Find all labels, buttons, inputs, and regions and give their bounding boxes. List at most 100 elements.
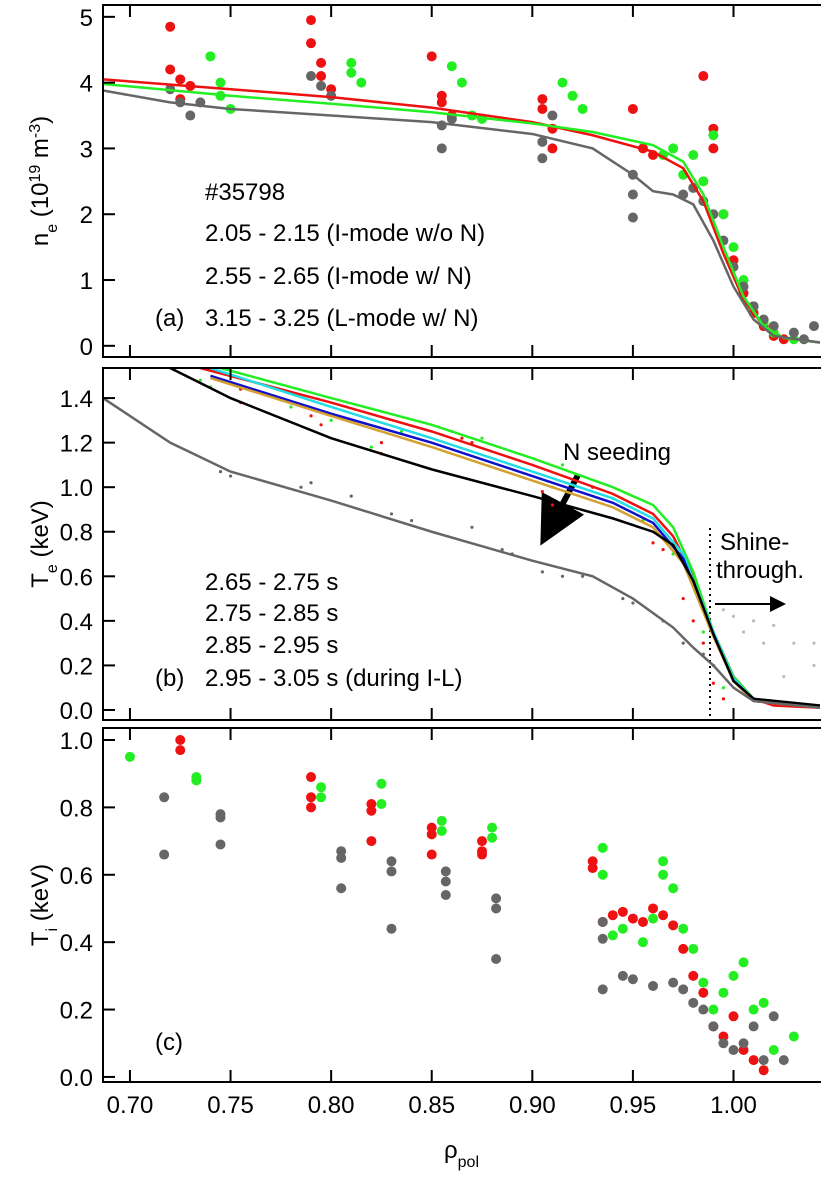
- data-point: [778, 1055, 789, 1066]
- data-point: [491, 954, 502, 965]
- x-tick-label: 0.75: [207, 1092, 254, 1119]
- data-point: [460, 436, 464, 440]
- data-point: [560, 574, 565, 578]
- data-point: [198, 378, 202, 382]
- data-point: [215, 77, 226, 88]
- data-point: [758, 1055, 769, 1066]
- data-point: [808, 321, 819, 332]
- data-point: [205, 51, 216, 62]
- data-point: [159, 792, 170, 803]
- data-point: [711, 681, 715, 685]
- data-point: [436, 97, 447, 108]
- data-point: [537, 153, 548, 164]
- data-point: [487, 832, 498, 843]
- data-point: [658, 910, 669, 921]
- data-point: [316, 71, 327, 82]
- data-point: [366, 836, 377, 847]
- data-point: [752, 619, 756, 623]
- data-point: [758, 1065, 769, 1076]
- data-point: [175, 74, 186, 85]
- data-point: [215, 812, 226, 823]
- data-point: [721, 608, 726, 612]
- fit-line: [169, 368, 820, 707]
- data-point: [708, 1004, 719, 1015]
- data-point: [688, 943, 699, 954]
- fit-line: [103, 89, 820, 344]
- data-point: [456, 77, 467, 88]
- data-point: [741, 630, 746, 634]
- data-point: [597, 933, 608, 944]
- data-point: [491, 903, 502, 914]
- data-point: [688, 997, 699, 1008]
- data-point: [668, 143, 679, 154]
- data-point: [537, 94, 548, 105]
- legend-entry: 2.05 - 2.15 (I-mode w/o N): [205, 220, 485, 247]
- data-point: [688, 970, 699, 981]
- y-tick-label: 0.0: [60, 1065, 93, 1092]
- data-point: [708, 1021, 719, 1032]
- y-axis-label-part: m: [27, 138, 54, 165]
- data-point: [648, 980, 659, 991]
- y-axis-label-part: -3: [27, 124, 44, 138]
- data-point: [812, 641, 816, 645]
- data-point: [792, 641, 796, 645]
- data-point: [637, 916, 648, 927]
- y-tick-label: 1.2: [60, 431, 93, 458]
- legend-entry: 2.95 - 3.05 s (during I-L): [205, 665, 462, 692]
- data-point: [329, 418, 333, 422]
- data-point: [597, 842, 608, 853]
- data-point: [581, 574, 585, 578]
- data-point: [607, 930, 618, 941]
- data-point: [617, 923, 628, 934]
- y-axis-label: Te (keV): [27, 500, 61, 588]
- y-tick-label: 3: [80, 136, 93, 163]
- y-tick-label: 0.2: [60, 653, 93, 680]
- data-point: [369, 445, 373, 449]
- y-axis-label-part: T: [27, 931, 54, 946]
- data-point: [436, 143, 447, 154]
- data-point: [480, 436, 484, 440]
- data-point: [175, 734, 186, 745]
- data-point: [426, 849, 437, 860]
- data-point: [731, 614, 736, 619]
- data-point: [637, 937, 648, 948]
- data-point: [627, 212, 638, 223]
- data-point: [540, 570, 544, 574]
- data-point: [366, 805, 377, 816]
- annotation: through.: [716, 557, 804, 584]
- data-point: [356, 77, 367, 88]
- fit-line: [103, 397, 820, 709]
- data-point: [426, 51, 437, 62]
- data-point: [165, 64, 176, 75]
- data-point: [621, 596, 625, 601]
- data-point: [688, 150, 699, 161]
- data-point: [758, 997, 769, 1008]
- y-axis-label: Ti (keV): [27, 864, 61, 946]
- data-point: [349, 494, 353, 498]
- fit-line: [220, 368, 820, 709]
- fit-line: [103, 82, 820, 344]
- data-point: [788, 1031, 799, 1042]
- data-point: [309, 414, 313, 418]
- data-point: [617, 970, 628, 981]
- data-point: [661, 547, 665, 552]
- data-point: [228, 474, 233, 478]
- data-point: [124, 751, 135, 762]
- data-point: [436, 825, 447, 836]
- data-point: [648, 903, 659, 914]
- data-point: [678, 923, 689, 934]
- plot-area: [103, 368, 820, 709]
- data-point: [728, 242, 739, 253]
- data-point: [812, 663, 816, 668]
- data-point: [379, 441, 384, 445]
- data-point: [477, 836, 488, 847]
- data-point: [708, 143, 719, 154]
- data-point: [701, 641, 705, 645]
- data-point: [782, 674, 786, 679]
- y-tick-label: 0.4: [60, 609, 93, 636]
- data-point: [627, 189, 638, 200]
- data-point: [597, 916, 608, 927]
- data-point: [537, 103, 548, 114]
- data-point: [346, 57, 357, 68]
